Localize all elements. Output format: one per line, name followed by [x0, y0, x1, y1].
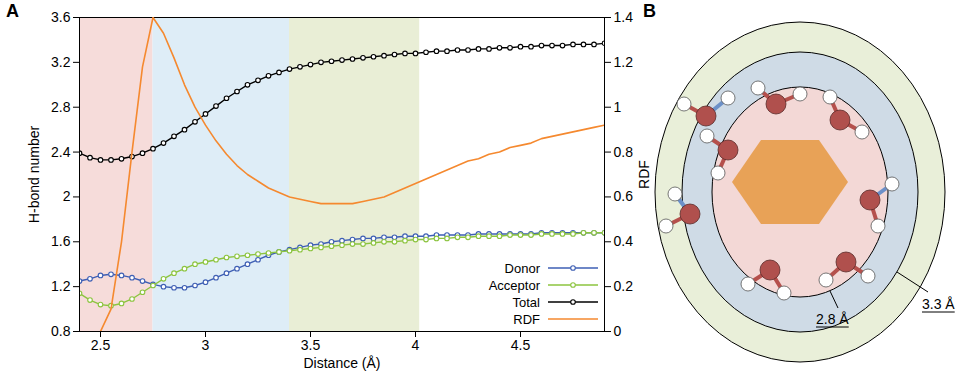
svg-text:2: 2 [63, 188, 71, 204]
svg-text:Donor: Donor [505, 261, 541, 276]
svg-text:0.4: 0.4 [614, 233, 634, 249]
svg-text:Acceptor: Acceptor [489, 278, 541, 293]
svg-text:0.8: 0.8 [51, 323, 71, 339]
svg-text:0.6: 0.6 [614, 188, 634, 204]
svg-text:1.6: 1.6 [51, 233, 71, 249]
svg-text:4.5: 4.5 [511, 337, 531, 353]
svg-text:2.4: 2.4 [51, 144, 71, 160]
svg-text:RDF: RDF [636, 160, 652, 189]
svg-text:1.2: 1.2 [614, 54, 634, 70]
svg-text:1: 1 [614, 99, 622, 115]
svg-text:0.8: 0.8 [614, 144, 634, 160]
svg-text:0.2: 0.2 [614, 278, 634, 294]
svg-text:H-bond number: H-bond number [26, 126, 42, 224]
svg-text:3.6: 3.6 [51, 9, 71, 25]
svg-text:0: 0 [614, 323, 622, 339]
svg-text:Distance (Å): Distance (Å) [303, 355, 380, 371]
svg-text:3.5: 3.5 [301, 337, 321, 353]
svg-text:A: A [6, 1, 19, 21]
svg-text:4: 4 [412, 337, 420, 353]
svg-text:RDF: RDF [513, 312, 540, 327]
svg-text:3: 3 [202, 337, 210, 353]
svg-text:2.8 Å: 2.8 Å [816, 311, 849, 327]
svg-text:2.8: 2.8 [51, 99, 71, 115]
svg-text:2.5: 2.5 [91, 337, 111, 353]
svg-text:B: B [643, 1, 656, 21]
svg-text:3.3 Å: 3.3 Å [922, 296, 955, 312]
svg-text:1.2: 1.2 [51, 278, 71, 294]
svg-text:1.4: 1.4 [614, 9, 634, 25]
svg-text:Total: Total [513, 295, 541, 310]
svg-text:3.2: 3.2 [51, 54, 71, 70]
